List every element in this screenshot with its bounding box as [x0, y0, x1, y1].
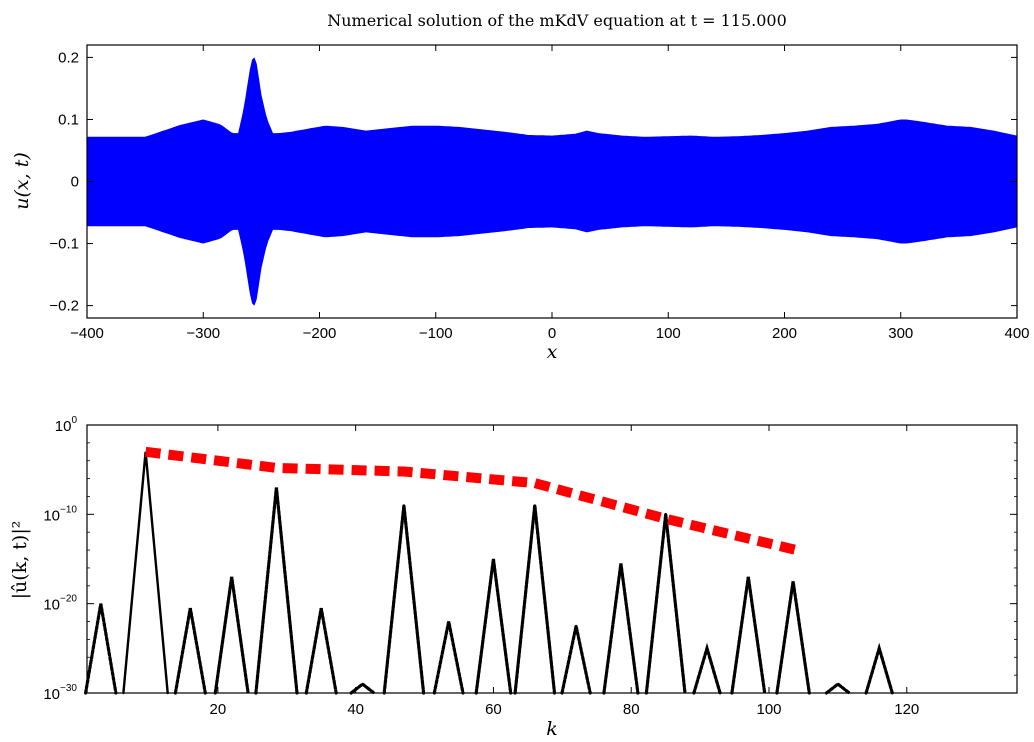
y-tick-label: 100	[55, 415, 78, 435]
top-plot: Numerical solution of the mKdV equation …	[11, 11, 1030, 363]
y-tick-exponent: −20	[60, 594, 77, 605]
spectrum-peak	[213, 576, 250, 695]
y-tick-label: −0.2	[49, 298, 79, 315]
spectrum-peak	[304, 607, 338, 695]
x-tick-label: 120	[894, 701, 919, 718]
spectrum-peak	[644, 514, 687, 695]
spectrum-peak	[864, 642, 894, 695]
waveform-band	[87, 57, 1017, 306]
spectrum-peak	[349, 682, 376, 695]
spectrum-peak	[692, 642, 722, 695]
x-tick-label: 80	[623, 701, 640, 718]
x-tick-label: 200	[772, 325, 797, 342]
spectrum-trend-line	[144, 446, 798, 555]
spectrum-peak	[513, 505, 557, 695]
spectrum-peak	[560, 625, 592, 695]
trend-line	[144, 446, 798, 555]
x-tick-label: −200	[303, 325, 337, 342]
x-tick-label: 60	[485, 701, 502, 718]
x-tick-label: 40	[347, 701, 364, 718]
bottom-y-axis-label: |û(k, t)|²	[9, 521, 31, 600]
x-tick-label: 20	[210, 701, 227, 718]
spectrum-peak	[432, 621, 465, 695]
y-tick-label: 0.2	[58, 49, 79, 66]
top-y-axis-label: u(x, t)	[11, 152, 33, 210]
spectrum-peaks	[83, 451, 894, 695]
x-tick-label: 0	[548, 325, 556, 342]
spectrum-peak	[730, 576, 767, 695]
y-tick-label: 10−10	[43, 504, 77, 524]
y-tick-label: −0.1	[49, 236, 79, 253]
x-tick-label: −300	[186, 325, 220, 342]
y-tick-label: 10−30	[43, 683, 77, 703]
x-tick-label: −100	[419, 325, 453, 342]
top-y-axis: 0.2 0.1 0 −0.1 −0.2	[49, 49, 1017, 315]
top-plot-title: Numerical solution of the mKdV equation …	[327, 11, 787, 30]
bottom-x-axis-label: k	[546, 718, 558, 740]
y-tick-exponent: −30	[60, 683, 77, 694]
spectrum-peak	[602, 563, 640, 695]
bottom-plot-frame	[86, 424, 1018, 694]
top-waveform	[87, 57, 1017, 306]
spectrum-peak	[824, 682, 851, 695]
x-tick-label: 400	[1004, 325, 1029, 342]
y-tick-exponent: −10	[60, 504, 77, 515]
x-tick-label: 100	[656, 325, 681, 342]
top-x-axis-label: x	[547, 341, 558, 363]
top-x-axis: −400 −300 −200 −100 0 100 200 300 400	[70, 45, 1030, 342]
y-tick-label: 0.1	[58, 111, 79, 128]
bottom-x-axis: 20 40 60 80 100 120	[210, 425, 919, 718]
x-tick-label: −400	[70, 325, 104, 342]
y-tick-label: 0	[71, 174, 79, 191]
y-tick-exponent: 0	[71, 415, 77, 426]
spectrum-peak	[775, 581, 811, 695]
x-tick-label: 300	[888, 325, 913, 342]
spectrum-peak	[122, 451, 169, 695]
spectrum-peak	[254, 487, 299, 695]
spectrum-peak	[173, 607, 207, 695]
spectrum-peak	[382, 505, 426, 695]
spectrum-peak	[83, 603, 118, 695]
x-tick-label: 100	[756, 701, 781, 718]
bottom-plot: 20 40 60 80 100 120 100 10−10 10−20 10−30 k |û(k…	[9, 415, 1018, 740]
spectrum-peak	[474, 558, 513, 695]
y-tick-label: 10−20	[43, 594, 77, 614]
